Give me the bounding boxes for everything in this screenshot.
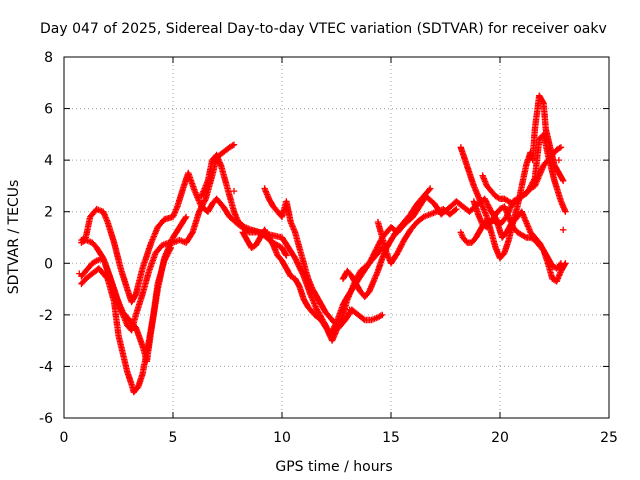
x-axis-label: GPS time / hours xyxy=(275,459,392,475)
series-track-7 xyxy=(261,185,386,331)
y-tick-label: -6 xyxy=(39,411,53,427)
y-axis-label: SDTVAR / TECUs xyxy=(6,180,22,295)
y-tick-label: -2 xyxy=(39,308,53,324)
series-isolated xyxy=(76,156,567,313)
y-tick-label: -4 xyxy=(39,359,53,375)
x-tick-label: 10 xyxy=(273,430,291,446)
point-markers xyxy=(479,144,565,208)
point-markers xyxy=(78,244,174,396)
series-track-4 xyxy=(78,244,174,396)
chart-title: Day 047 of 2025, Sidereal Day-to-day VTE… xyxy=(40,21,607,37)
y-tick-label: 8 xyxy=(44,50,53,66)
data-points xyxy=(76,92,569,396)
point-markers xyxy=(239,226,386,344)
y-tick-label: 0 xyxy=(44,256,53,272)
plot-frame xyxy=(63,56,610,419)
y-tick-label: 6 xyxy=(44,102,53,118)
point-markers xyxy=(261,185,386,331)
axes: 0 5 10 15 20 25 -6 -4 -2 0 2 4 6 8 xyxy=(39,50,618,446)
series-track-13 xyxy=(470,198,565,272)
point-markers xyxy=(76,156,567,313)
x-tick-label: 0 xyxy=(60,430,69,446)
x-tick-label: 25 xyxy=(600,430,618,446)
y-tick-label: 2 xyxy=(44,205,53,221)
x-tick-label: 5 xyxy=(169,430,178,446)
series-track-6 xyxy=(239,226,386,344)
series-track-12 xyxy=(479,144,565,208)
x-tick-label: 15 xyxy=(382,430,400,446)
x-tick-label: 20 xyxy=(491,430,509,446)
y-tick-label: 4 xyxy=(44,153,53,169)
point-markers xyxy=(374,205,460,267)
point-markers xyxy=(470,198,565,272)
series-track-9 xyxy=(374,205,460,267)
